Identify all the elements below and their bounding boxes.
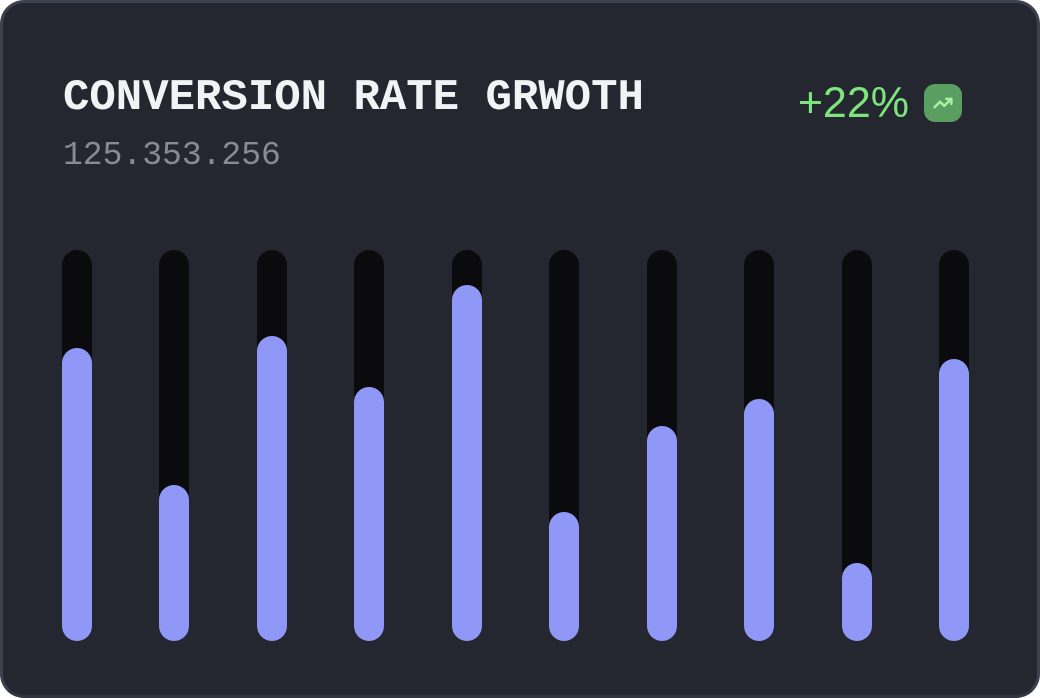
bar-track [744, 250, 775, 641]
bar-fill [646, 425, 677, 641]
card-subtitle-value: 125.353.256 [63, 137, 281, 174]
bar-fill [62, 347, 92, 641]
bar-track [549, 250, 580, 641]
bar-track [62, 250, 92, 641]
trending-up-icon [924, 84, 962, 122]
bar-chart [62, 250, 969, 641]
bar-track [354, 250, 385, 641]
bar-fill [938, 359, 969, 641]
bar-fill [354, 386, 385, 641]
bar-track [938, 250, 969, 641]
card-title: CONVERSION RATE GRWOTH [63, 73, 644, 123]
growth-badge: +22% [797, 78, 962, 127]
bar-track [256, 250, 287, 641]
bar-fill [451, 285, 482, 641]
bar-fill [841, 562, 872, 641]
bar-track [841, 250, 872, 641]
bar-track [159, 250, 190, 641]
growth-percentage: +22% [797, 78, 909, 127]
bar-track [646, 250, 677, 641]
bar-fill [549, 511, 580, 641]
bar-fill [744, 398, 775, 641]
bar-fill [159, 484, 190, 641]
bar-fill [256, 336, 287, 641]
bar-track [451, 250, 482, 641]
